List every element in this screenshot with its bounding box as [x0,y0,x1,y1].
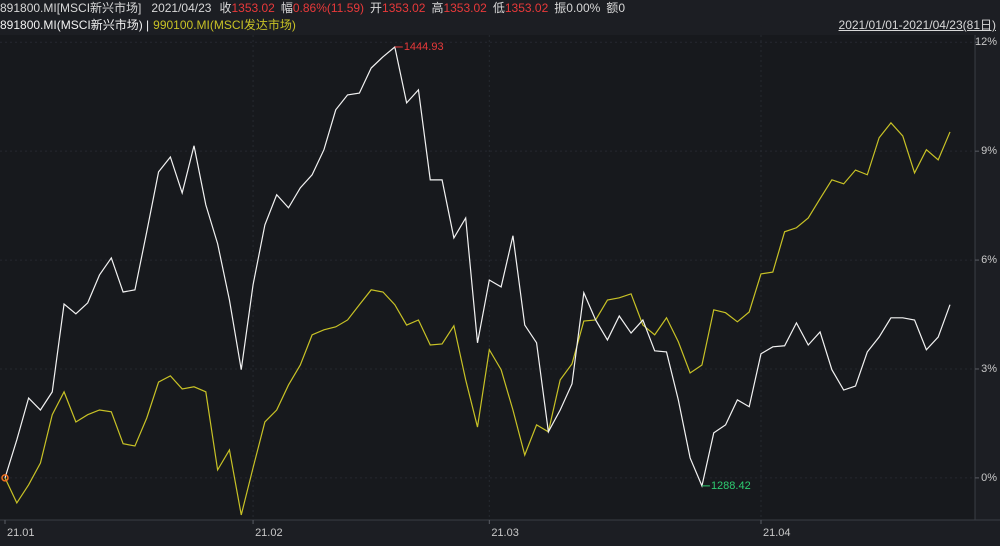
field-label: 幅 [280,1,293,15]
x-tick-label: 21.04 [763,527,791,539]
field-value: 1353.02 [231,1,275,15]
legend-entry: 891800.MI(MSCI新兴市场) | [0,18,150,32]
field-label: 低 [492,1,505,15]
series-line [4,121,951,516]
legend-entry: 990100.MI(MSCI发达市场) [153,18,296,32]
field-value: 0.00% [566,1,601,15]
series-line [4,45,951,488]
field-label: 开 [370,1,383,15]
plot-background [0,35,975,520]
field-value: 0 [618,1,625,15]
field-value: 0.86%(11.59) [292,1,365,15]
x-tick-label: 21.01 [7,527,35,539]
field-label: 额 [606,1,619,15]
x-tick-label: 21.03 [491,527,519,539]
annotation: 1288.42 [711,480,751,492]
date-range[interactable]: 2021/01/01-2021/04/23(81日) [838,18,996,32]
field-value: 1353.02 [382,1,426,15]
y-tick-label: 3% [981,363,997,375]
y-tick-label: 6% [981,254,997,266]
y-tick-label: 9% [981,145,997,157]
legend: 891800.MI(MSCI新兴市场) | 990100.MI(MSCI发达市场) [0,17,300,34]
symbol: 891800.MI[MSCI新兴市场] [0,1,142,15]
start-marker [1,474,9,482]
field-label: 振 [554,1,567,15]
x-tick-label: 21.02 [255,527,283,539]
y-tick-label: 12% [975,36,997,48]
field-label: 收 [219,1,232,15]
quote-header: 891800.MI[MSCI新兴市场] 2021/04/23 收1353.02 幅0.… [0,0,631,17]
date: 2021/04/23 [151,1,212,15]
y-tick-label: 0% [981,472,997,484]
field-value: 1353.02 [443,1,487,15]
field-value: 1353.02 [504,1,549,15]
field-label: 高 [431,1,444,15]
annotation: 1444.93 [404,41,444,53]
